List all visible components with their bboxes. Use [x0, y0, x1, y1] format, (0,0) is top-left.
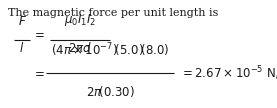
Text: $2\pi d$: $2\pi d$: [68, 41, 92, 55]
Text: $l$: $l$: [19, 41, 25, 55]
Text: $2\pi\!\left(0.30\right)$: $2\pi\!\left(0.30\right)$: [86, 84, 135, 99]
Text: $\mu_0 I_1 I_2$: $\mu_0 I_1 I_2$: [64, 12, 96, 28]
Text: $\left(4\pi\times10^{-7}\right)\!\left(5.0\right)\!\left(8.0\right)$: $\left(4\pi\times10^{-7}\right)\!\left(5…: [51, 41, 169, 59]
Text: The magnetic force per unit length is: The magnetic force per unit length is: [8, 8, 218, 18]
Text: $=$: $=$: [32, 67, 44, 79]
Text: $F$: $F$: [17, 15, 26, 28]
Text: $=$: $=$: [32, 28, 44, 40]
Text: $= 2.67\times10^{-5}\ \mathrm{N/m}$: $= 2.67\times10^{-5}\ \mathrm{N/m}$: [180, 64, 277, 82]
